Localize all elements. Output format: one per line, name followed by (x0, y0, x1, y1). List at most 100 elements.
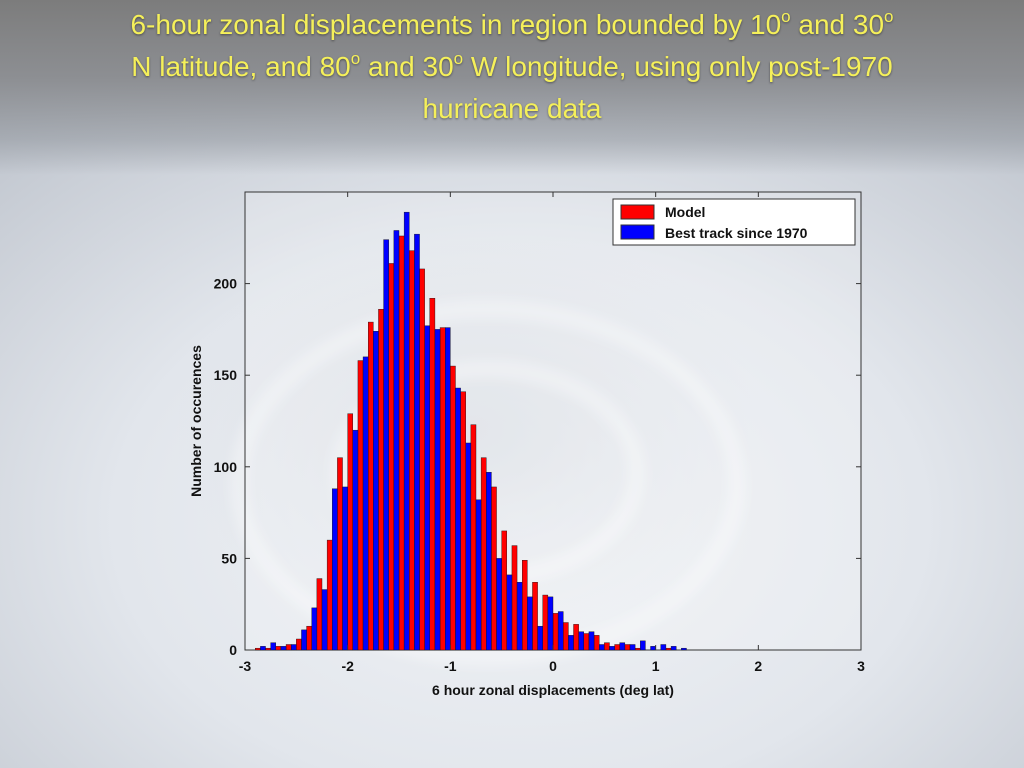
x-tick-label: -3 (239, 658, 252, 674)
legend-label-best-track: Best track since 1970 (665, 225, 808, 241)
bar-best-track-10 (352, 429, 359, 651)
bar-best-track-28 (537, 625, 543, 651)
title-line-3: hurricane data (422, 93, 602, 124)
bar-best-track-14 (393, 230, 400, 651)
bar-best-track-42 (681, 647, 687, 651)
bar-best-track-3 (280, 646, 287, 651)
bar-model-1 (255, 647, 261, 651)
bar-model-37 (624, 644, 631, 651)
bar-best-track-36 (619, 642, 626, 651)
background-sky (0, 0, 1024, 175)
bar-model-31 (563, 622, 569, 651)
title-line-2: N latitude, and 80o and 30o W longitude,… (131, 48, 893, 82)
bar-best-track-38 (640, 640, 646, 651)
bar-best-track-8 (332, 488, 338, 651)
bar-best-track-20 (455, 387, 461, 651)
x-tick-label: 2 (754, 658, 762, 674)
y-tick-label: 150 (214, 367, 238, 383)
bar-best-track-12 (373, 331, 379, 651)
bar-best-track-19 (445, 327, 451, 651)
x-tick-label: -1 (444, 658, 457, 674)
x-tick-label: 0 (549, 658, 557, 674)
bar-best-track-27 (527, 596, 533, 651)
bar-model-27 (522, 560, 528, 651)
bar-model-28 (532, 582, 538, 651)
bar-best-track-17 (424, 325, 431, 651)
bar-model-41 (665, 647, 672, 651)
bar-best-track-31 (568, 635, 574, 651)
x-tick-label: 1 (652, 658, 660, 674)
bar-model-17 (419, 268, 425, 651)
bar-model-19 (439, 327, 446, 651)
legend-swatch-model (620, 204, 655, 220)
bar-best-track-18 (434, 329, 441, 651)
bar-best-track-37 (629, 644, 636, 651)
bar-model-25 (501, 530, 508, 651)
x-tick-label: 3 (857, 658, 865, 674)
bar-model-16 (409, 250, 415, 651)
bar-model-20 (450, 365, 456, 651)
legend: Model Best track since 1970 (612, 198, 856, 246)
bar-best-track-7 (321, 589, 328, 651)
bar-model-22 (470, 424, 477, 651)
bar-best-track-24 (496, 558, 502, 651)
bar-model-13 (378, 309, 384, 651)
bar-best-track-9 (342, 486, 348, 651)
bar-best-track-41 (670, 646, 677, 651)
bar-model-34 (593, 635, 600, 651)
bar-best-track-40 (660, 644, 667, 651)
y-tick-label: 0 (229, 642, 237, 658)
bar-best-track-26 (516, 582, 523, 651)
bar-best-track-25 (506, 574, 513, 651)
bar-model-3 (275, 646, 282, 651)
bar-model-30 (552, 613, 559, 651)
bar-best-track-29 (547, 596, 554, 651)
x-tick-label: -2 (341, 658, 354, 674)
bar-best-track-21 (465, 442, 472, 651)
bar-best-track-23 (486, 472, 492, 651)
legend-swatch-best-track (620, 224, 655, 240)
bar-best-track-2 (270, 642, 277, 651)
bar-model-33 (583, 633, 590, 651)
bar-best-track-1 (260, 646, 266, 651)
y-tick-label: 100 (214, 459, 238, 475)
bar-model-9 (337, 457, 343, 651)
bar-best-track-32 (578, 631, 584, 651)
bar-model-6 (306, 625, 312, 651)
legend-label-model: Model (665, 204, 705, 220)
x-axis-label: 6 hour zonal displacements (deg lat) (432, 682, 674, 698)
bar-best-track-6 (311, 607, 318, 651)
bar-best-track-15 (403, 211, 410, 651)
bar-group (255, 211, 687, 651)
bar-model-18 (429, 298, 436, 651)
bar-best-track-33 (588, 631, 595, 651)
bar-model-29 (542, 594, 549, 651)
bar-model-5 (296, 638, 302, 651)
bar-best-track-39 (650, 646, 656, 651)
bar-best-track-4 (291, 644, 297, 651)
bar-model-4 (285, 644, 292, 651)
bar-best-track-5 (301, 629, 307, 651)
bar-model-7 (316, 578, 323, 651)
bar-model-12 (368, 321, 374, 651)
bar-model-26 (511, 545, 518, 651)
bar-model-15 (398, 235, 405, 651)
y-tick-label: 200 (214, 276, 238, 292)
bar-best-track-30 (557, 611, 564, 651)
bar-best-track-13 (383, 239, 389, 651)
bar-best-track-35 (609, 646, 615, 651)
bar-best-track-22 (475, 499, 482, 651)
y-axis-label: Number of occurences (188, 345, 204, 497)
bar-model-2 (265, 647, 271, 651)
slide-title: 6-hour zonal displacements in region bou… (40, 4, 984, 130)
bar-model-14 (388, 263, 395, 651)
bar-best-track-11 (362, 356, 369, 651)
bar-model-36 (614, 644, 620, 651)
y-tick-label: 50 (221, 550, 237, 566)
bar-model-11 (357, 360, 364, 651)
bar-model-8 (326, 539, 333, 651)
axes-group: -3 -2 -1 0 1 2 3 0 50 100 150 200 (214, 192, 865, 674)
bar-model-38 (634, 647, 641, 651)
bar-model-32 (573, 624, 579, 651)
